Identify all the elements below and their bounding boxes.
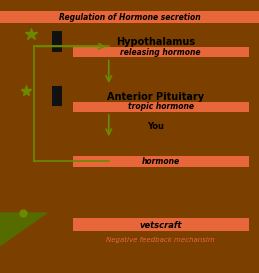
FancyBboxPatch shape <box>52 31 62 52</box>
Text: releasing hormone: releasing hormone <box>120 48 201 57</box>
FancyBboxPatch shape <box>52 86 62 106</box>
Text: tropic hormone: tropic hormone <box>128 102 193 111</box>
Text: Regulation of Hormone secretion: Regulation of Hormone secretion <box>59 13 200 22</box>
Text: Hypothalamus: Hypothalamus <box>116 37 195 47</box>
FancyBboxPatch shape <box>73 218 249 231</box>
FancyBboxPatch shape <box>73 102 249 112</box>
Text: You: You <box>147 123 164 131</box>
Text: Negative feedback mechansim: Negative feedback mechansim <box>106 237 215 243</box>
Text: hormone: hormone <box>141 157 180 166</box>
FancyBboxPatch shape <box>0 11 259 23</box>
Polygon shape <box>0 213 47 246</box>
FancyBboxPatch shape <box>73 47 249 57</box>
FancyBboxPatch shape <box>73 156 249 167</box>
Text: vetscraft: vetscraft <box>139 221 182 230</box>
Text: Anterior Pituitary: Anterior Pituitary <box>107 92 204 102</box>
